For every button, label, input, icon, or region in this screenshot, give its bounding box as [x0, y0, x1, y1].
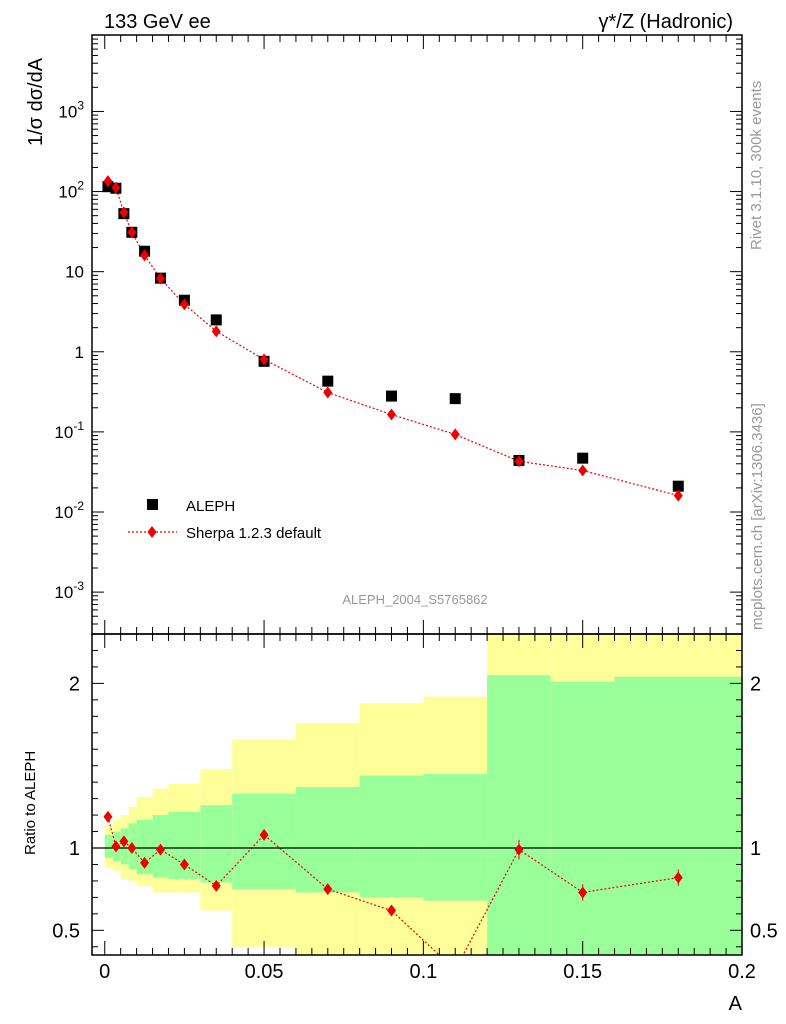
sherpa-point — [514, 455, 524, 468]
sherpa-point — [119, 206, 129, 219]
left-title: 133 GeV ee — [104, 11, 211, 33]
band-inner — [423, 773, 488, 901]
right-title: γ*/Z (Hadronic) — [599, 11, 733, 33]
xtick-label: 0 — [99, 961, 110, 983]
band-inner — [550, 681, 615, 955]
analysis-id: ALEPH_2004_S5765862 — [342, 592, 487, 607]
ratio-ytick-label: 1 — [69, 838, 80, 860]
ratio-uncertainty-bands — [104, 634, 742, 955]
band-inner — [614, 676, 742, 955]
band-inner — [120, 828, 129, 865]
main-ytick-label: 10-3 — [54, 579, 84, 602]
mc-curve — [107, 180, 679, 497]
sherpa-point — [450, 428, 460, 441]
band-inner — [359, 775, 424, 898]
legend-label-aleph: ALEPH — [186, 498, 235, 515]
ratio-frame — [91, 633, 743, 956]
ratio-point — [387, 904, 397, 917]
xtick-label: 0.05 — [245, 961, 284, 983]
band-inner — [104, 834, 113, 858]
aleph-point — [672, 480, 684, 492]
ratio-point — [119, 835, 129, 848]
aleph-point — [322, 375, 334, 387]
ratio-point — [111, 840, 121, 853]
main-ytick-label: 103 — [58, 98, 84, 121]
sherpa-point — [111, 181, 121, 194]
band-inner — [200, 805, 233, 883]
sherpa-point — [211, 325, 221, 338]
xtick-label: 0.1 — [409, 961, 437, 983]
ratio-point — [103, 810, 113, 823]
sherpa-point — [179, 298, 189, 311]
rivet-label: Rivet 3.1.10, 300k events — [748, 81, 765, 250]
xtick-label: 0.2 — [728, 961, 756, 983]
band-inner — [295, 787, 360, 893]
main-ytick-label: 10 — [65, 263, 84, 282]
main-ytick-label: 10-2 — [54, 499, 84, 522]
ratio-ytick-label-right: 1 — [750, 838, 761, 860]
legend-marker-aleph — [147, 499, 158, 510]
ratio-point — [514, 843, 524, 856]
ratio-ytick-label-right: 0.5 — [750, 920, 778, 942]
main-frame — [91, 34, 743, 635]
ratio-point — [259, 828, 269, 841]
sherpa-point — [323, 386, 333, 399]
sherpa-point — [578, 464, 588, 477]
sherpa-point — [127, 226, 137, 239]
main-ytick-label: 1 — [75, 343, 84, 362]
ratio-point — [140, 856, 150, 869]
band-inner — [232, 793, 296, 890]
ratio-point — [127, 842, 137, 854]
ratio-point — [179, 858, 189, 871]
legend-label-sherpa: Sherpa 1.2.3 default — [186, 525, 322, 542]
band-inner — [487, 675, 551, 955]
ratio-ytick-label: 0.5 — [52, 920, 80, 942]
main-ylabel: 1/σ dσ/dA — [25, 57, 47, 146]
ratio-point — [673, 871, 683, 884]
band-inner — [136, 820, 153, 875]
main-ytick-label: 10-1 — [54, 419, 84, 442]
text-labels: 133 GeV ee γ*/Z (Hadronic) ALEPH_2004_S5… — [22, 11, 766, 1015]
ratio-point — [156, 843, 166, 856]
ratio-point — [578, 886, 588, 899]
aleph-point — [386, 390, 398, 402]
data-marks — [102, 175, 684, 917]
mcplots-label: mcplots.cern.ch [arXiv:1306.3436] — [749, 403, 766, 630]
sherpa-point — [103, 175, 113, 188]
sherpa-point — [140, 249, 150, 262]
aleph-point — [449, 393, 461, 405]
aleph-point — [210, 314, 222, 326]
sherpa-point — [259, 353, 269, 366]
sherpa-point — [156, 272, 166, 285]
ratio-point — [323, 883, 333, 896]
ratio-ylabel: Ratio to ALEPH — [22, 751, 39, 855]
ratio-point — [211, 879, 221, 892]
main-ytick-label: 102 — [58, 179, 84, 202]
sherpa-point — [387, 408, 397, 421]
x-axis-label: A — [729, 993, 743, 1015]
ratio-ytick-label-right: 2 — [750, 673, 761, 695]
sherpa-point — [673, 489, 683, 502]
aleph-point — [577, 452, 589, 464]
axes: 10-3 10-2 10-1 1 10 102 103 0.5 0.5 1 1 2 2 0 0.05 0.1 0… — [52, 34, 778, 983]
mc-line — [107, 180, 679, 497]
ratio-ytick-label: 2 — [69, 673, 80, 695]
xtick-label: 0.15 — [563, 961, 602, 983]
legend-marker-sherpa — [147, 526, 157, 538]
